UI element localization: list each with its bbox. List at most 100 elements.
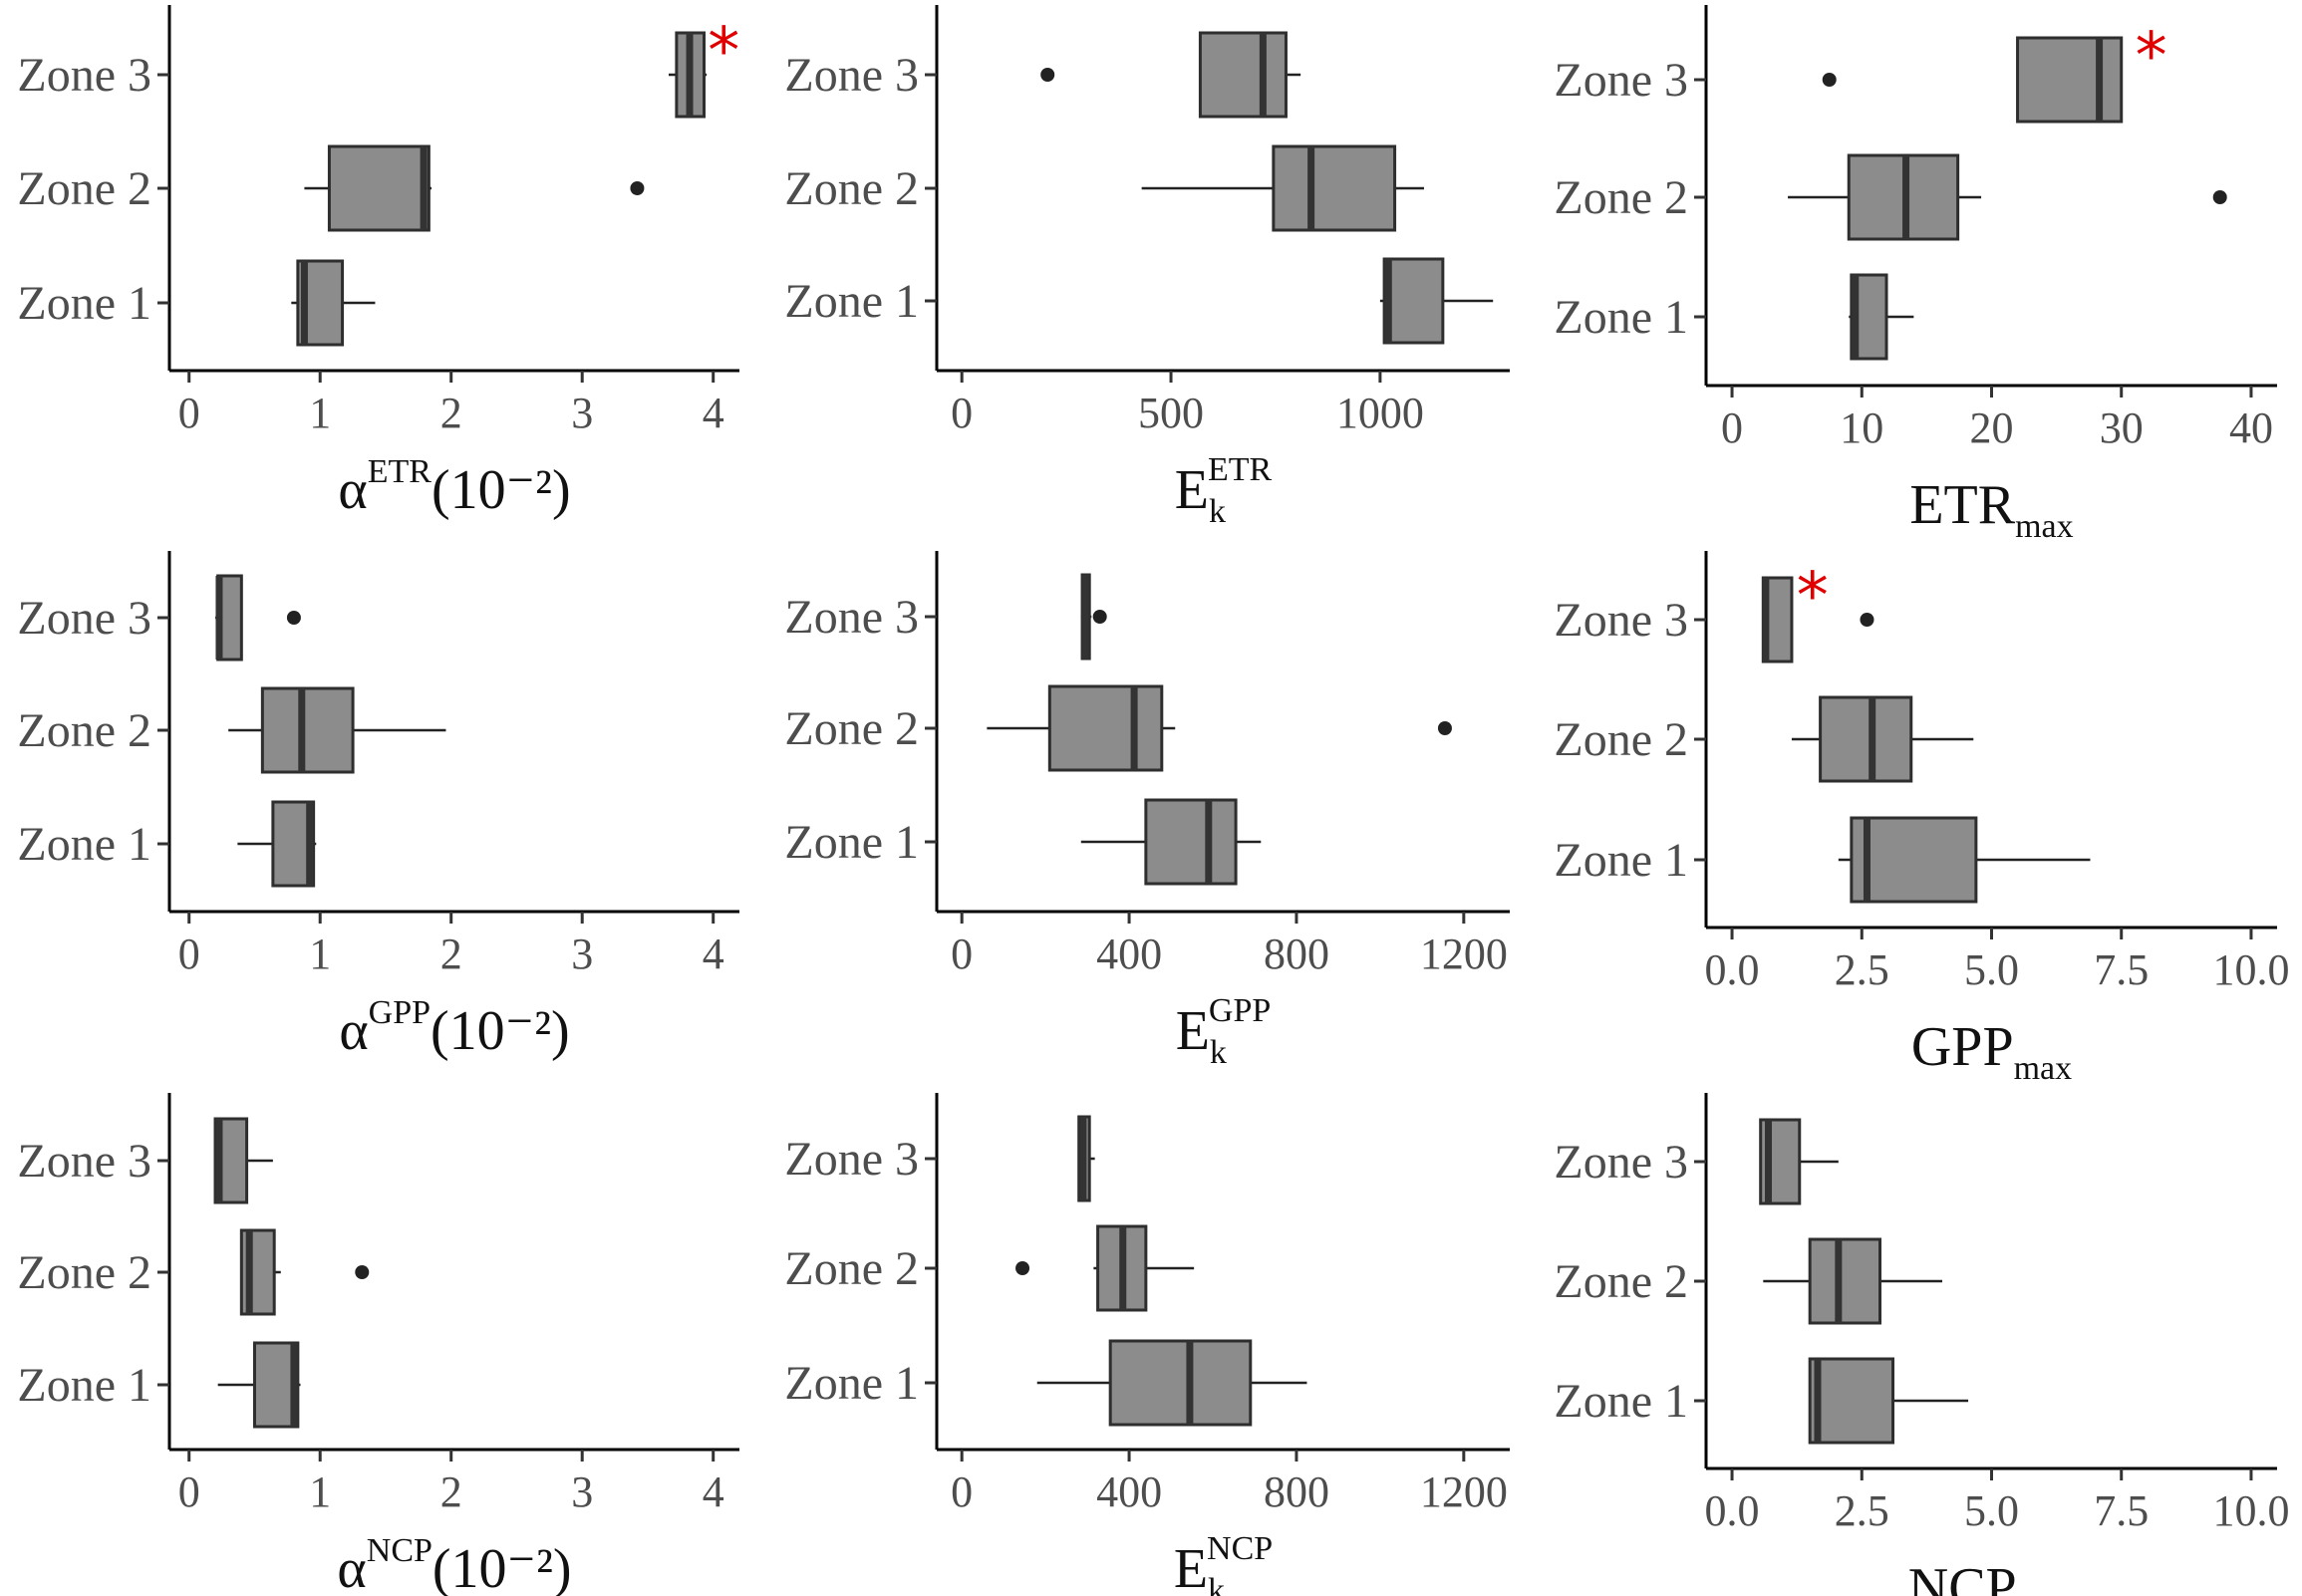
y-category-label: Zone 2 [1554,171,1688,224]
x-tick-label: 400 [1096,930,1162,978]
y-category-label: Zone 2 [784,702,919,755]
x-axis-label: EkNCP [1174,1530,1273,1596]
x-tick-label: 20 [1970,403,2014,452]
x-tick-label: 800 [1264,930,1329,978]
y-category-label: Zone 2 [784,1242,919,1295]
panel-6: 0.0 2.5 5.0 7.5 10.0 Zone 1 Zone 2 Zone 3 * GPPma… [1554,551,2289,1087]
outlier-point [1040,68,1055,82]
x-axis-label: αNCP(10⁻²) [337,1532,571,1596]
x-tick-label: 1 [309,389,331,437]
x-tick-label: 4 [703,1467,724,1516]
box [1808,1237,1882,1325]
y-category-label: Zone 1 [1554,834,1688,887]
x-tick-label: 0 [951,389,973,437]
box [1272,144,1397,232]
outlier-point [630,181,645,195]
outlier-point [1860,613,1874,627]
x-tick-label: 0.0 [1705,1486,1760,1535]
x-tick-label: 0 [1721,403,1743,452]
y-category-label: Zone 3 [784,1133,919,1186]
x-axis-label: αETR(10⁻²) [338,453,570,521]
x-tick-label: 800 [1264,1467,1329,1516]
y-category-label: Zone 1 [784,1357,919,1410]
box [1819,695,1913,783]
y-category-label: Zone 1 [17,277,151,330]
x-tick-label: 3 [571,1467,593,1516]
x-tick-label: 1200 [1420,1467,1508,1516]
y-category-label: Zone 2 [784,162,919,215]
y-category-label: Zone 3 [784,49,919,102]
panel-7: 0 1 2 3 4 Zone 1 Zone 2 Zone 3 αNCP(10⁻²) [17,1093,739,1596]
x-tick-label: 0 [951,930,973,978]
x-tick-label: 1200 [1420,930,1508,978]
significance-star: * [1797,560,1829,634]
x-tick-label: 2 [440,1467,462,1516]
outlier-point [1015,1261,1030,1275]
box [1808,1357,1895,1445]
x-tick-label: 10 [1840,403,1883,452]
x-tick-label: 5.0 [1964,1486,2019,1535]
outlier-point [2212,190,2227,204]
x-tick-label: 4 [703,389,724,437]
x-tick-label: 30 [2100,403,2144,452]
box [1144,798,1238,886]
x-tick-label: 0 [951,1467,973,1516]
x-axis-label: ETRmax [1909,474,2073,545]
y-category-label: Zone 1 [1554,1375,1688,1428]
box [260,686,355,774]
x-axis-label: EkGPP [1176,992,1272,1071]
y-category-label: Zone 1 [17,1359,151,1412]
y-category-label: Zone 2 [17,1246,151,1299]
outlier-point [286,611,301,625]
y-category-label: Zone 2 [17,162,151,215]
y-category-label: Zone 2 [1554,1255,1688,1308]
x-tick-label: 0.0 [1705,945,1760,994]
y-category-label: Zone 1 [1554,291,1688,344]
x-tick-label: 3 [571,930,593,978]
x-tick-label: 40 [2229,403,2273,452]
panel-4: 0 1 2 3 4 Zone 1 Zone 2 Zone 3 αGPP(10⁻²) [17,551,739,1062]
x-tick-label: 1 [309,1467,331,1516]
x-tick-label: 1000 [1336,389,1424,437]
x-tick-label: 1 [309,930,331,978]
box [327,144,431,232]
box [2016,36,2124,124]
significance-star: * [2136,20,2167,94]
panel-1: 0 1 2 3 4 Zone 1 Zone 2 Zone 3 * αETR(10⁻²) [17,5,739,521]
x-tick-label: 0 [178,389,200,437]
panel-2: 0 500 1000 Zone 1 Zone 2 Zone 3 EkETR [784,5,1510,530]
x-tick-label: 0 [178,930,200,978]
x-tick-label: 2.5 [1835,945,1889,994]
x-tick-label: 10.0 [2212,945,2289,994]
y-category-label: Zone 1 [784,816,919,869]
box [1198,31,1288,119]
x-tick-label: 3 [571,389,593,437]
y-category-label: Zone 3 [17,1135,151,1188]
x-tick-label: 10.0 [2212,1486,2289,1535]
box [1850,816,1978,904]
x-tick-label: 7.5 [2094,945,2149,994]
x-axis-label: NCPmax [1908,1557,2075,1596]
panel-5: 0 400 800 1200 Zone 1 Zone 2 Zone 3 EkGPP [784,551,1510,1071]
y-category-label: Zone 3 [1554,594,1688,647]
y-category-label: Zone 3 [1554,1136,1688,1189]
y-category-label: Zone 1 [784,275,919,328]
y-category-label: Zone 3 [17,592,151,645]
x-tick-label: 2.5 [1835,1486,1889,1535]
outlier-point [1437,721,1452,735]
x-axis-label: αGPP(10⁻²) [339,994,569,1062]
x-tick-label: 4 [703,930,724,978]
panel-9: 0.0 2.5 5.0 7.5 10.0 Zone 1 Zone 2 Zone 3 NCPmax [1554,1093,2289,1596]
y-category-label: Zone 2 [17,704,151,757]
box [1382,257,1445,345]
y-category-label: Zone 3 [784,591,919,644]
x-tick-label: 500 [1138,389,1204,437]
x-axis-label: GPPmax [1911,1016,2072,1087]
y-category-label: Zone 1 [17,818,151,871]
x-tick-label: 7.5 [2094,1486,2149,1535]
outlier-point [355,1265,370,1279]
panel-3: 0 10 20 30 40 Zone 1 Zone 2 Zone 3 * ETRmax [1554,5,2277,545]
outlier-point [1822,73,1837,87]
